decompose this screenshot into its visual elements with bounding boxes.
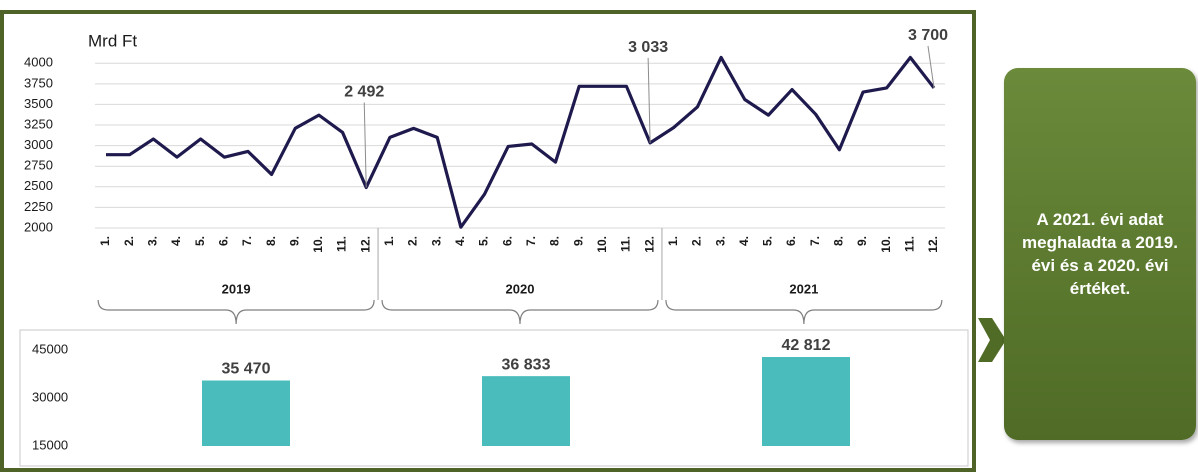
y-tick-label: 15000 xyxy=(32,437,68,452)
y-axis-label: Mrd Ft xyxy=(88,31,137,50)
x-tick-label: 11. xyxy=(903,236,917,252)
data-label: 2 492 xyxy=(344,84,384,101)
x-tick-label: 10. xyxy=(595,236,609,253)
y-tick-label: 2500 xyxy=(24,178,53,193)
group-label: 2020 xyxy=(506,281,535,296)
y-tick-label: 3750 xyxy=(24,75,53,90)
arrow xyxy=(978,318,1006,362)
x-tick-label: 2. xyxy=(690,236,704,246)
y-tick-label: 2250 xyxy=(24,199,53,214)
group-brace xyxy=(381,299,659,325)
x-tick-label: 8. xyxy=(264,236,278,246)
x-tick-label: 1. xyxy=(98,236,112,246)
y-tick-label: 3000 xyxy=(24,137,53,152)
leader-line xyxy=(363,102,367,188)
y-tick-label: 30000 xyxy=(32,389,68,404)
bar xyxy=(202,380,290,446)
data-label: 3 700 xyxy=(908,27,948,44)
x-tick-label: 10. xyxy=(311,236,325,253)
bar-panel xyxy=(19,329,969,467)
bar xyxy=(762,357,850,446)
y-tick-label: 4000 xyxy=(24,55,53,70)
callout: A 2021. évi adat meghaladta a 2019. évi … xyxy=(1004,68,1196,440)
x-tick-label: 7. xyxy=(524,236,538,246)
y-tick-label: 2000 xyxy=(24,219,53,234)
x-tick-label: 9. xyxy=(287,236,301,246)
x-tick-label: 4. xyxy=(453,236,467,246)
data-label: 35 470 xyxy=(222,361,271,378)
y-tick-label: 45000 xyxy=(32,341,68,356)
data-label: 36 833 xyxy=(502,356,551,373)
x-tick-label: 3. xyxy=(429,236,443,246)
x-tick-label: 1. xyxy=(666,236,680,246)
y-tick-label: 3250 xyxy=(24,116,53,131)
x-tick-label: 12. xyxy=(642,236,656,253)
data-label: 42 812 xyxy=(782,337,831,354)
group-brace xyxy=(665,299,943,325)
x-tick-label: 11. xyxy=(335,236,349,252)
x-tick-label: 10. xyxy=(879,236,893,253)
y-tick-label: 3500 xyxy=(24,96,53,111)
group-label: 2021 xyxy=(789,281,818,296)
x-tick-label: 7. xyxy=(808,236,822,246)
x-tick-label: 5. xyxy=(761,236,775,246)
x-tick-label: 7. xyxy=(240,236,254,246)
x-tick-label: 6. xyxy=(216,236,230,246)
x-tick-label: 2. xyxy=(122,236,136,246)
callout-text: A 2021. évi adat meghaladta a 2019. évi … xyxy=(1022,210,1178,298)
x-tick-label: 3. xyxy=(145,236,159,246)
x-tick-label: 9. xyxy=(855,236,869,246)
leader-line xyxy=(927,45,935,89)
x-tick-label: 11. xyxy=(619,236,633,252)
x-tick-label: 8. xyxy=(548,236,562,246)
y-tick-label: 2750 xyxy=(24,158,53,173)
x-tick-label: 2. xyxy=(406,236,420,246)
x-tick-label: 4. xyxy=(169,236,183,246)
x-tick-label: 9. xyxy=(571,236,585,246)
x-tick-label: 12. xyxy=(926,236,940,253)
x-tick-label: 5. xyxy=(193,236,207,246)
frame xyxy=(0,10,976,472)
x-tick-label: 1. xyxy=(382,236,396,246)
x-tick-label: 5. xyxy=(477,236,491,246)
group-brace xyxy=(97,299,375,325)
x-tick-label: 8. xyxy=(832,236,846,246)
x-tick-label: 6. xyxy=(784,236,798,246)
x-tick-label: 6. xyxy=(500,236,514,246)
data-label: 3 033 xyxy=(628,39,668,56)
x-tick-label: 3. xyxy=(713,236,727,246)
x-tick-label: 4. xyxy=(737,236,751,246)
x-tick-label: 12. xyxy=(358,236,372,253)
leader-line xyxy=(647,57,651,143)
line-series xyxy=(106,55,936,229)
bar xyxy=(482,376,570,446)
group-label: 2019 xyxy=(222,281,251,296)
